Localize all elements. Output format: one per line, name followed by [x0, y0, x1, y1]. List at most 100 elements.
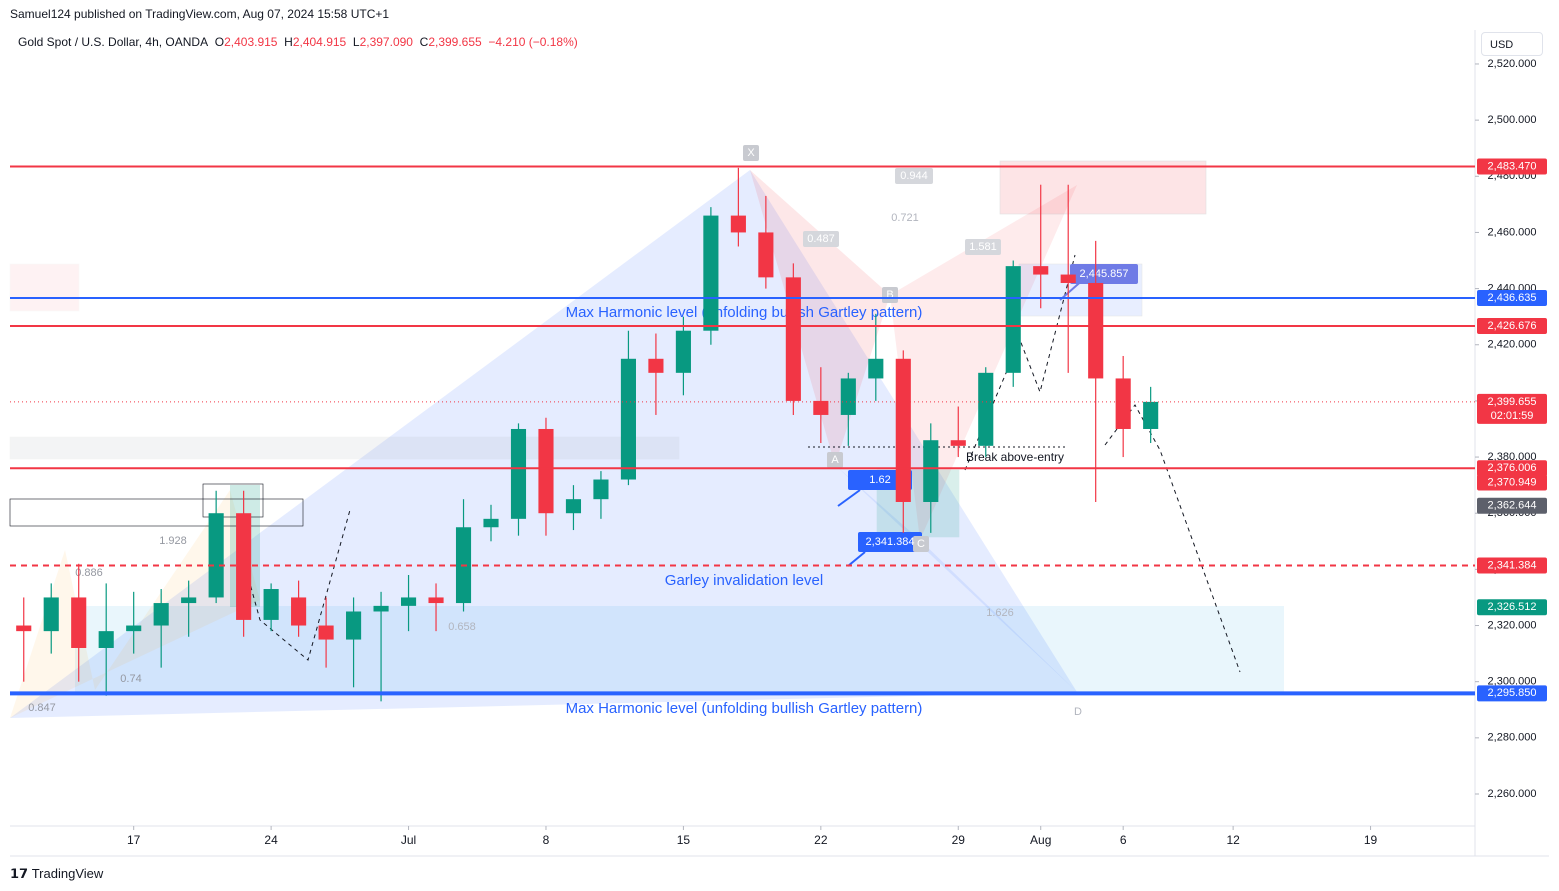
fib-label: 0.944 [900, 170, 928, 182]
level-label-box [1477, 158, 1547, 175]
candle-body [291, 597, 307, 626]
candle-body [978, 372, 994, 446]
level-label: 2,426.676 [1488, 320, 1537, 332]
candle-body [318, 625, 334, 640]
candle-body [510, 428, 527, 519]
level-label-box [1477, 318, 1547, 335]
y-tick-label: 2,380.000 [1488, 451, 1537, 463]
candle-body [1115, 378, 1131, 429]
y-tick-label: 2,520.000 [1488, 58, 1537, 70]
candle-body [1005, 266, 1021, 373]
fib-box [965, 239, 1001, 255]
candle-body [428, 597, 444, 604]
candle-body [43, 597, 59, 632]
y-tick-label: 2,420.000 [1488, 339, 1537, 351]
candle-body [703, 215, 719, 331]
fib-label: 0.847 [28, 702, 56, 714]
candle-body [565, 499, 582, 514]
candle-body [1060, 274, 1076, 283]
ohlc-c: 2,399.655 [428, 35, 482, 49]
level-label: 2,376.006 [1488, 462, 1537, 474]
fib-label: 0.886 [75, 567, 103, 579]
level-label: 2,295.850 [1488, 687, 1537, 699]
y-tick-label: 2,300.000 [1488, 676, 1537, 688]
y-tick-label: 2,500.000 [1488, 114, 1537, 126]
candle-body [1088, 282, 1104, 379]
ohlc-l: 2,397.090 [359, 35, 413, 49]
current-price-box [1477, 393, 1547, 424]
candle-body [895, 358, 911, 502]
fib-label: 0.658 [448, 621, 476, 633]
x-tick-label: 6 [1120, 833, 1127, 847]
candle-body [923, 440, 939, 502]
callout [1070, 264, 1138, 284]
footer-logo: 𝟭𝟳 TradingView [10, 866, 104, 881]
x-tick-label: Jul [401, 833, 416, 847]
callout-arrow [847, 551, 866, 567]
level-label-box [1477, 557, 1547, 574]
pt-box [827, 452, 843, 468]
annotation: Garley invalidation level [665, 572, 823, 589]
x-tick-label: 15 [677, 833, 691, 847]
candle-body [648, 358, 664, 373]
y-tick-label: 2,260.000 [1488, 788, 1537, 800]
target-box [75, 606, 1284, 692]
x-tick-label: 29 [952, 833, 966, 847]
pt-box [743, 145, 759, 161]
ohlc-l-label: L [352, 35, 360, 49]
level-label: 2,483.470 [1488, 160, 1537, 172]
ohlc-c-label: C [419, 35, 429, 49]
candle-body [126, 625, 142, 632]
supply-box [999, 160, 1207, 215]
currency-button[interactable]: USD [1481, 32, 1543, 56]
candle-body [98, 631, 114, 648]
box-outline [202, 483, 264, 518]
pt-box [913, 536, 929, 552]
y-tick-label: 2,280.000 [1488, 732, 1537, 744]
symbol: Gold Spot / U.S. Dollar, 4h, OANDA [18, 35, 209, 49]
point-label: X [747, 147, 755, 159]
level-label: 2,436.635 [1488, 292, 1537, 304]
candle-body [346, 611, 362, 640]
y-tick-label: 2,320.000 [1488, 619, 1537, 631]
candle-body [153, 603, 169, 626]
candle-body [593, 479, 609, 500]
annotations: Max Harmonic level (unfolding bullish Ga… [28, 147, 1128, 718]
candle-body [813, 400, 829, 415]
past-path [964, 254, 1076, 471]
callout-label: 2,445.857 [1080, 268, 1129, 280]
level-label-box [1477, 599, 1547, 616]
change: −4.210 (−0.18%) [488, 35, 578, 49]
ohlc-o: 2,403.915 [224, 35, 278, 49]
box-outline [9, 498, 304, 527]
candle-body [483, 518, 499, 528]
level-label-box [1477, 290, 1547, 307]
candle-body [868, 358, 884, 379]
level-label-box [1477, 474, 1547, 491]
level-label: 2,326.512 [1488, 601, 1537, 613]
level-label: 2,362.644 [1488, 500, 1537, 512]
fib-box [895, 168, 933, 184]
x-tick-label: 19 [1364, 833, 1378, 847]
candle-body [840, 378, 856, 415]
candle-body [71, 597, 87, 648]
ohlc-o-label: O [214, 35, 225, 49]
callout [858, 532, 922, 552]
point-label: C [917, 538, 925, 550]
entry-zone [876, 469, 960, 538]
candle-body [950, 440, 966, 446]
fib-label: 0.487 [807, 233, 835, 245]
candle-body [758, 232, 774, 278]
ohlc-h-label: H [284, 35, 293, 49]
acd-triangle [835, 465, 1077, 692]
fib-label: 0.74 [120, 673, 141, 685]
symbol-line: Gold Spot / U.S. Dollar, 4h, OANDA O2,40… [18, 35, 578, 49]
candle-body [400, 597, 417, 606]
level-label-box [1477, 460, 1547, 477]
fib-label: 0.721 [891, 212, 919, 224]
fib-label: 1.581 [969, 241, 997, 253]
level-label-box [1477, 497, 1547, 514]
x-tick-label: Aug [1030, 833, 1051, 847]
